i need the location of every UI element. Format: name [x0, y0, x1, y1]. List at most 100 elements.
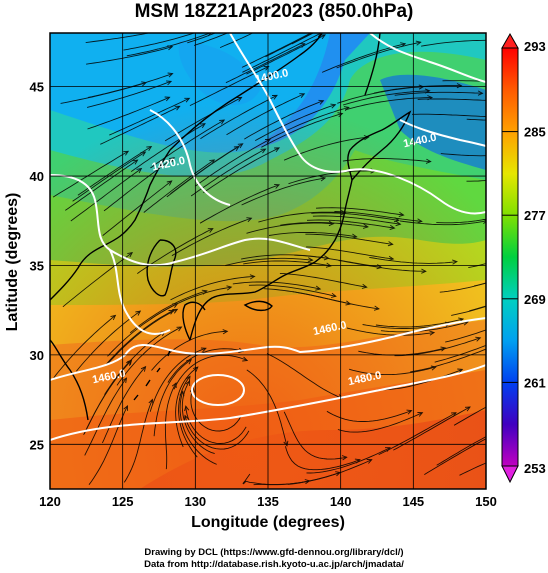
streamline [100, 105, 180, 145]
streamline-arrow [203, 13, 208, 17]
streamline [143, 159, 215, 213]
streamline-arrow [123, 404, 129, 411]
streamline [445, 329, 486, 343]
streamline-arrow [482, 218, 486, 224]
streamline [348, 366, 436, 376]
streamline-arrow [339, 17, 344, 21]
streamline [306, 447, 391, 474]
streamline [267, 106, 349, 141]
grid [50, 33, 486, 489]
streamline-arrow [283, 440, 289, 447]
streamline-arrow [526, 80, 531, 84]
streamline [123, 399, 153, 483]
streamline [70, 168, 142, 222]
streamline-arrow [146, 146, 153, 152]
streamline-arrow [219, 119, 226, 125]
colorbar-tick-label: 253 [524, 461, 546, 476]
streamline [380, 321, 469, 333]
streamline-arrow [222, 329, 229, 335]
streamline [104, 331, 166, 395]
streamline-arrow [200, 347, 207, 353]
streamline-arrow [341, 455, 348, 461]
streamline [84, 377, 127, 456]
streamline-arrow [417, 412, 424, 417]
streamline-arrow [294, 9, 299, 13]
streamline [102, 180, 172, 236]
streamline [442, 80, 486, 82]
streamline-arrow [328, 220, 335, 227]
streamline [225, 257, 313, 266]
streamline [440, 153, 486, 157]
streamline-arrow [316, 28, 321, 32]
streamline-arrow [373, 305, 380, 311]
streamline [193, 33, 229, 46]
streamline-arrow [524, 150, 529, 154]
streamline [107, 303, 178, 357]
colorbar-scale [501, 47, 519, 467]
streamline [77, 146, 152, 196]
streamline-arrow [351, 233, 358, 239]
streamline [436, 218, 486, 224]
streamline-arrow [452, 259, 458, 265]
streamline [65, 159, 138, 211]
streamline [200, 94, 278, 140]
streamline-arrow [315, 285, 322, 291]
streamline-arrow [192, 366, 199, 372]
streamline-arrow [172, 303, 179, 308]
streamline [83, 360, 132, 436]
streamline-arrow [274, 147, 281, 153]
streamline-arrow [110, 314, 117, 321]
streamline [337, 86, 424, 104]
streamline-arrow [400, 42, 407, 48]
streamline [123, 33, 196, 51]
streamline [265, 33, 314, 58]
streamline-arrow [140, 365, 147, 372]
streamline [190, 148, 266, 197]
streamline-arrow [199, 123, 206, 129]
streamline [311, 212, 399, 221]
streamline-arrow [148, 398, 154, 405]
x-axis-label: Longitude (degrees) [191, 514, 345, 531]
streamline-arrow [337, 112, 344, 118]
streamline [219, 33, 254, 49]
streamline [451, 305, 486, 316]
streamline [170, 275, 255, 301]
streamline [284, 446, 361, 471]
streamline-arrow [395, 221, 402, 227]
colorbar-max-arrow [501, 32, 519, 49]
streamline [108, 308, 178, 364]
streamline [244, 100, 324, 140]
streamline-arrow [132, 159, 139, 165]
streamline-arrow [167, 72, 174, 78]
streamline [283, 411, 347, 460]
streamline [241, 177, 326, 206]
streamline [305, 233, 393, 245]
streamline [103, 157, 175, 212]
streamline [375, 318, 464, 328]
streamline [421, 39, 486, 47]
streamline-arrow [237, 143, 244, 149]
streamline [436, 436, 486, 466]
streamline [187, 33, 217, 44]
streamline [279, 272, 367, 288]
streamline [241, 254, 329, 260]
streamline-arrow [388, 255, 395, 261]
streamline [225, 43, 305, 84]
streamline [85, 33, 151, 44]
streamline-arrow [475, 336, 482, 342]
y-tick-label: 45 [30, 80, 44, 95]
streamline [86, 46, 173, 65]
streamline-arrow [185, 380, 191, 387]
x-axis-ticks: 120 125 130 135 140 145 150 [39, 494, 497, 509]
y-axis-label: Latitude (degrees) [4, 193, 21, 332]
streamline [261, 113, 343, 148]
streamline-arrow [416, 218, 423, 224]
streamline [326, 410, 412, 422]
streamline [338, 260, 426, 272]
streamline [171, 217, 252, 257]
streamline [344, 97, 433, 111]
streamline [232, 281, 321, 290]
streamline [175, 366, 199, 448]
streamline-arrow [140, 151, 147, 157]
